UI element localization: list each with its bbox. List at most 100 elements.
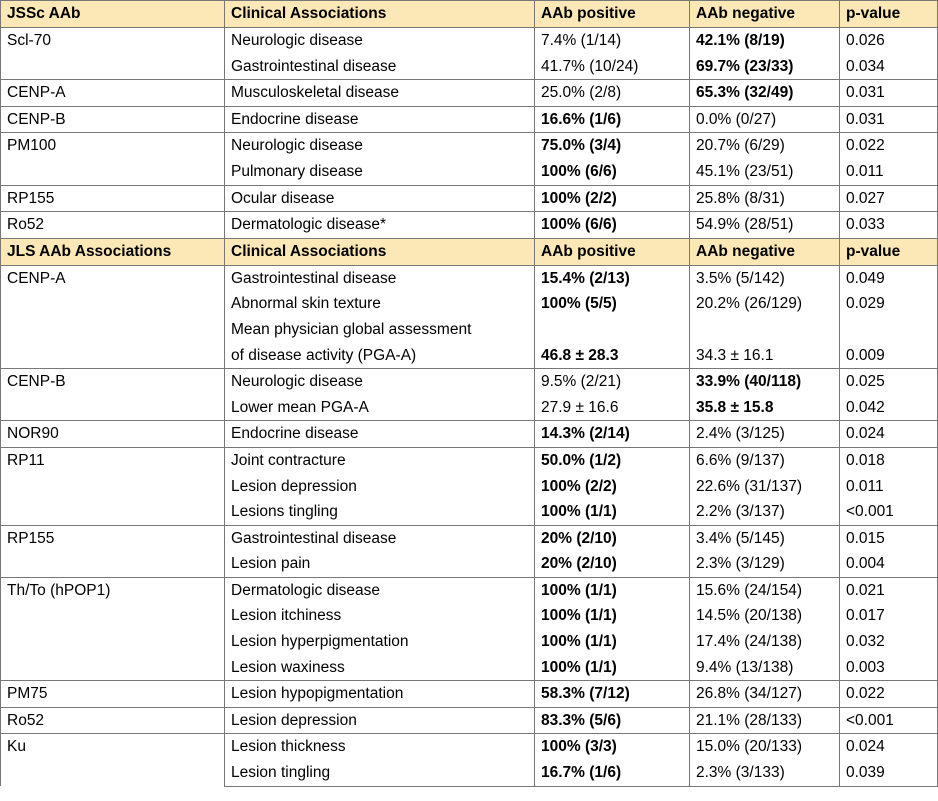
association: Endocrine disease: [224, 420, 535, 448]
association: Lesion hyperpigmentation: [224, 629, 535, 655]
data-row: NOR90 Endocrine disease 14.3% (2/14) 2.4% (…: [0, 420, 938, 448]
aab-positive: 100% (2/2): [534, 184, 690, 212]
data-row: CENP-A Musculoskeletal disease 25.0% (2/8)…: [0, 79, 938, 107]
data-row: Pulmonary disease 100% (6/6) 45.1% (23/51)…: [1, 158, 938, 186]
association: Lesion thickness: [224, 733, 535, 761]
association: Musculoskeletal disease: [224, 79, 535, 107]
aab-positive: 15.4% (2/13): [534, 264, 690, 292]
p-value: 0.017: [839, 603, 938, 630]
p-value: 0.015: [839, 524, 938, 552]
association: Lesion pain: [224, 551, 535, 578]
data-row: Lesion tingling 16.7% (1/6) 2.3% (3/133) 0.…: [1, 760, 938, 787]
header-row: JLS AAb Associations Clinical Association…: [0, 237, 938, 266]
antibody: Ro52: [0, 706, 225, 734]
aab-negative: 26.8% (34/127): [689, 680, 840, 708]
p-value: 0.011: [839, 158, 938, 186]
aab-negative: 17.4% (24/138): [689, 629, 840, 655]
aab-positive: 25.0% (2/8): [534, 79, 690, 107]
p-value: 0.032: [839, 629, 938, 655]
aab-positive: 41.7% (10/24): [534, 53, 690, 80]
p-value: 0.031: [839, 105, 938, 133]
p-value: 0.024: [839, 733, 938, 761]
data-row: PM75 Lesion hypopigmentation 58.3% (7/12) 2…: [0, 680, 938, 708]
data-row: CENP-B Endocrine disease 16.6% (1/6) 0.0% (…: [0, 105, 938, 133]
aab-positive: 100% (1/1): [534, 654, 690, 681]
data-row: CENP-A Gastrointestinal disease 15.4% (2/1…: [0, 264, 938, 369]
aab-positive: 100% (1/1): [534, 603, 690, 630]
antibody: CENP-A: [0, 79, 225, 107]
data-row: Abnormal skin texture 100% (5/5) 20.2% (26…: [1, 291, 938, 317]
positive-header: AAb positive: [534, 0, 690, 28]
aab-positive: 100% (1/1): [534, 499, 690, 526]
p-value: 0.034: [839, 53, 938, 80]
antibody: CENP-A: [0, 264, 225, 369]
aab-negative: 20.7% (6/29): [689, 132, 840, 159]
aab-positive: 20% (2/10): [534, 524, 690, 552]
aab-positive: 16.7% (1/6): [534, 760, 690, 787]
aab-negative: 69.7% (23/33): [689, 53, 840, 80]
aab-negative: 20.2% (26/129): [689, 291, 840, 317]
association: Lesion tingling: [224, 760, 535, 787]
association: Gastrointestinal disease: [224, 264, 535, 292]
p-value: 0.039: [839, 760, 938, 787]
association-line: Mean physician global assessment: [231, 320, 472, 338]
p-value: 0.021: [839, 576, 938, 604]
association-header: Clinical Associations: [224, 237, 535, 266]
antibody: Th/To (hPOP1): [0, 576, 225, 681]
aab-negative: 42.1% (8/19): [689, 26, 840, 54]
p-value: 0.022: [839, 132, 938, 159]
antibody: PM75: [0, 680, 225, 708]
association: Neurologic disease: [224, 26, 535, 54]
header-row: JSSc AAb Clinical Associations AAb positiv…: [0, 0, 938, 28]
aab-negative: 6.6% (9/137): [689, 446, 840, 474]
antibody: Scl-70: [0, 26, 225, 80]
aab-positive: 100% (5/5): [534, 291, 690, 317]
aab-negative: 25.8% (8/31): [689, 184, 840, 212]
association: Lesion itchiness: [224, 603, 535, 630]
association: Pulmonary disease: [224, 158, 535, 186]
p-value: 0.033: [839, 211, 938, 239]
antibody-header: JLS AAb Associations: [0, 237, 225, 266]
data-row: Ro52 Dermatologic disease* 100% (6/6) 54.9%…: [0, 211, 938, 239]
aab-negative: 21.1% (28/133): [689, 706, 840, 734]
aab-negative: 2.3% (3/129): [689, 551, 840, 578]
data-row: Lesion itchiness 100% (1/1) 14.5% (20/138)…: [1, 603, 938, 630]
aab-positive: 50.0% (1/2): [534, 446, 690, 474]
p-value: 0.004: [839, 551, 938, 578]
aab-positive: 58.3% (7/12): [534, 680, 690, 708]
aab-negative: 3.5% (5/142): [689, 264, 840, 292]
p-value: 0.011: [839, 473, 938, 500]
antibody: RP155: [0, 524, 225, 578]
aab-positive: 20% (2/10): [534, 551, 690, 578]
aab-negative: 45.1% (23/51): [689, 158, 840, 186]
association: Lesions tingling: [224, 499, 535, 526]
association: Dermatologic disease: [224, 576, 535, 604]
data-row: Ro52 Lesion depression 83.3% (5/6) 21.1% (2…: [0, 706, 938, 734]
p-value: 0.049: [839, 264, 938, 292]
antibody: RP155: [0, 184, 225, 212]
p-value: 0.003: [839, 654, 938, 681]
association: Neurologic disease: [224, 132, 535, 159]
data-row: Lesion hyperpigmentation 100% (1/1) 17.4% …: [1, 629, 938, 655]
association: Joint contracture: [224, 446, 535, 474]
data-row: Mean physician global assessment of disea…: [1, 316, 938, 369]
aab-negative: 33.9% (40/118): [689, 368, 840, 395]
aab-negative: 65.3% (32/49): [689, 79, 840, 107]
p-value: 0.009: [839, 316, 938, 369]
association: Lower mean PGA-A: [224, 394, 535, 421]
p-value: 0.029: [839, 291, 938, 317]
data-row: RP155 Ocular disease 100% (2/2) 25.8% (8/31…: [0, 184, 938, 212]
aab-positive: 83.3% (5/6): [534, 706, 690, 734]
p-value: 0.018: [839, 446, 938, 474]
data-row: Ku Lesion thickness 100% (3/3) 15.0% (20/13…: [0, 733, 938, 787]
association: Lesion waxiness: [224, 654, 535, 681]
aab-negative: 2.3% (3/133): [689, 760, 840, 787]
data-row: RP11 Joint contracture 50.0% (1/2) 6.6% (9/…: [0, 446, 938, 526]
association: Lesion depression: [224, 473, 535, 500]
antibody-header: JSSc AAb: [0, 0, 225, 28]
data-row: Lower mean PGA-A 27.9 ± 16.6 35.8 ± 15.8 0.…: [1, 394, 938, 421]
aab-positive: 46.8 ± 28.3: [534, 316, 690, 369]
